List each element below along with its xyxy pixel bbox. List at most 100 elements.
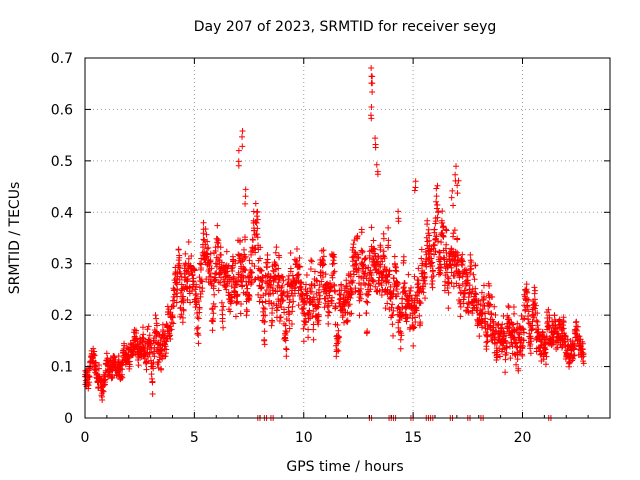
data-point [325, 308, 332, 315]
data-point [433, 233, 440, 240]
data-point [394, 281, 401, 288]
data-point [534, 310, 541, 317]
data-point [246, 293, 253, 300]
y-tick-label: 0.4 [51, 205, 73, 221]
data-point [376, 287, 383, 294]
data-point [275, 279, 282, 286]
data-point [570, 352, 577, 359]
data-point [422, 295, 429, 302]
data-point [454, 190, 461, 197]
data-point [403, 318, 410, 325]
data-point [369, 277, 376, 284]
y-tick-label: 0.7 [51, 51, 73, 67]
data-point [528, 338, 535, 345]
data-point [268, 322, 275, 329]
data-point [289, 303, 296, 310]
data-point [385, 244, 392, 251]
data-point [300, 325, 307, 332]
y-tick-label: 0.6 [51, 102, 73, 118]
data-point [258, 284, 265, 291]
data-point [326, 288, 333, 295]
data-point [246, 257, 253, 264]
data-point [348, 310, 355, 317]
data-point [464, 304, 471, 311]
data-point [409, 315, 416, 322]
data-point [417, 300, 424, 307]
data-point [225, 263, 232, 270]
data-point [194, 330, 201, 337]
data-point [295, 271, 302, 278]
data-point [178, 311, 185, 318]
data-point [269, 318, 276, 325]
data-point [156, 341, 163, 348]
data-point [243, 306, 250, 313]
data-point [514, 320, 521, 327]
data-point [319, 256, 326, 263]
data-point [529, 318, 536, 325]
data-point [275, 252, 282, 259]
data-point [560, 319, 567, 326]
data-point [513, 361, 520, 368]
data-point [475, 297, 482, 304]
data-point [246, 274, 253, 281]
data-point [332, 303, 339, 310]
data-point [280, 297, 287, 304]
data-point [386, 267, 393, 274]
data-point [260, 304, 267, 311]
data-point [389, 301, 396, 308]
data-point [252, 200, 259, 207]
data-point [210, 283, 217, 290]
data-point [148, 345, 155, 352]
data-point [540, 356, 547, 363]
data-point [300, 291, 307, 298]
data-point [556, 316, 563, 323]
data-point [531, 314, 538, 321]
data-point [316, 286, 323, 293]
data-point [86, 374, 93, 381]
data-point [207, 273, 214, 280]
data-point [328, 300, 335, 307]
data-point [300, 305, 307, 312]
data-point [284, 293, 291, 300]
data-point [435, 238, 442, 245]
data-point [176, 260, 183, 267]
data-point [429, 267, 436, 274]
data-point [459, 251, 466, 258]
axes: 0 5 10 15 20 0 0.1 0.2 0.3 0.4 0.5 0.6 0.7 [51, 51, 611, 446]
data-point [372, 135, 379, 142]
data-point [208, 265, 215, 272]
data-point [412, 178, 419, 185]
data-point [222, 284, 229, 291]
data-point [354, 254, 361, 261]
data-point [242, 200, 249, 207]
data-point [418, 246, 425, 253]
data-point [274, 288, 281, 295]
data-point [218, 259, 225, 266]
data-point [483, 329, 490, 336]
data-point [254, 216, 261, 223]
data-point [194, 314, 201, 321]
data-point [262, 312, 269, 319]
data-point [302, 319, 309, 326]
data-point [90, 351, 97, 358]
data-point [347, 273, 354, 280]
data-point [151, 353, 158, 360]
data-point [380, 235, 387, 242]
data-point [235, 147, 242, 154]
data-point [243, 312, 250, 319]
data-point [248, 269, 255, 276]
data-point [215, 279, 222, 286]
data-point [352, 288, 359, 295]
data-point [286, 296, 293, 303]
data-point [207, 250, 214, 257]
data-point [276, 276, 283, 283]
data-point [496, 345, 503, 352]
data-point [327, 283, 334, 290]
data-point [228, 283, 235, 290]
data-point [431, 226, 438, 233]
data-point [470, 271, 477, 278]
data-point [218, 251, 225, 258]
data-point [451, 272, 458, 279]
data-point [369, 89, 376, 96]
data-point [308, 258, 315, 265]
